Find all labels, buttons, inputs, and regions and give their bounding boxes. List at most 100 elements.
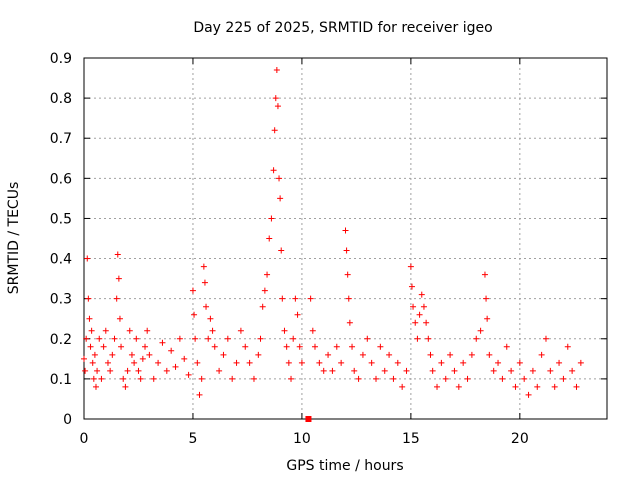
data-point: [122, 383, 129, 390]
x-tick-label: 0: [80, 431, 89, 447]
data-point: [266, 235, 273, 242]
data-point: [434, 383, 441, 390]
data-point: [560, 375, 567, 382]
data-point: [423, 319, 430, 326]
data-point: [168, 347, 175, 354]
data-point: [279, 295, 286, 302]
data-point: [373, 375, 380, 382]
y-tick-label: 0.2: [50, 332, 72, 348]
chart-grid: [84, 58, 607, 419]
data-point: [114, 251, 121, 258]
data-point: [207, 315, 214, 322]
data-point: [521, 375, 528, 382]
data-point: [139, 355, 146, 362]
data-point: [399, 383, 406, 390]
data-point: [551, 383, 558, 390]
data-point: [124, 367, 131, 374]
axis-tick-labels: 0 0.1 0.2 0.3 0.4 0.5 0.6 0.7 0.8 0.9 0 5 10 15 20: [50, 51, 529, 447]
data-point: [94, 367, 101, 374]
data-point: [118, 343, 125, 350]
data-point: [185, 371, 192, 378]
y-tick-label: 0: [63, 412, 72, 428]
data-point: [281, 327, 288, 334]
x-tick-label: 5: [188, 431, 197, 447]
data-point: [333, 343, 340, 350]
data-point: [111, 335, 118, 342]
data-point: [416, 311, 423, 318]
data-point: [564, 343, 571, 350]
data-point: [292, 295, 299, 302]
data-point: [181, 355, 188, 362]
data-point: [104, 359, 111, 366]
data-point: [343, 247, 350, 254]
data-point: [255, 351, 262, 358]
data-point: [163, 367, 170, 374]
data-point: [274, 103, 281, 110]
data-point: [408, 283, 415, 290]
data-point: [484, 315, 491, 322]
data-point: [144, 327, 151, 334]
data-point: [150, 375, 157, 382]
data-point: [414, 335, 421, 342]
data-point: [420, 303, 427, 310]
data-point: [534, 383, 541, 390]
data-point: [364, 335, 371, 342]
data-point: [237, 327, 244, 334]
data-point: [233, 359, 240, 366]
data-point: [96, 335, 103, 342]
data-point: [246, 359, 253, 366]
data-point: [573, 383, 580, 390]
data-point: [410, 303, 417, 310]
y-tick-label: 0.5: [50, 211, 72, 227]
data-point: [155, 359, 162, 366]
data-point: [355, 375, 362, 382]
data-point: [120, 375, 127, 382]
data-point: [82, 367, 89, 374]
data-point: [305, 416, 312, 422]
data-point: [290, 335, 297, 342]
data-point: [481, 271, 488, 278]
data-point: [285, 359, 292, 366]
data-point: [460, 359, 467, 366]
x-tick-label: 15: [402, 431, 420, 447]
data-point: [342, 227, 349, 234]
data-point: [512, 383, 519, 390]
data-point: [473, 335, 480, 342]
data-point: [172, 363, 179, 370]
data-point: [126, 327, 133, 334]
data-point: [508, 367, 515, 374]
data-point: [128, 351, 135, 358]
data-point: [577, 359, 584, 366]
data-point: [250, 375, 257, 382]
data-point: [220, 351, 227, 358]
data-point: [194, 359, 201, 366]
data-point: [316, 359, 323, 366]
data-point: [107, 367, 114, 374]
data-point: [203, 303, 210, 310]
data-point: [516, 359, 523, 366]
data-point: [329, 367, 336, 374]
data-point: [394, 359, 401, 366]
data-point: [499, 375, 506, 382]
data-point: [529, 367, 536, 374]
data-point: [386, 351, 393, 358]
data-point: [542, 335, 549, 342]
data-point: [547, 367, 554, 374]
data-point: [135, 367, 142, 374]
data-point: [418, 291, 425, 298]
data-point: [525, 391, 532, 398]
data-point: [85, 295, 92, 302]
data-point: [490, 367, 497, 374]
data-point: [425, 335, 432, 342]
data-point: [176, 335, 183, 342]
data-point: [88, 327, 95, 334]
data-point: [224, 335, 231, 342]
data-point: [325, 351, 332, 358]
data-point: [137, 375, 144, 382]
data-point: [407, 263, 414, 270]
data-points: [81, 67, 584, 422]
data-point: [196, 391, 203, 398]
data-point: [346, 319, 353, 326]
data-point: [351, 367, 358, 374]
data-point: [115, 275, 122, 282]
